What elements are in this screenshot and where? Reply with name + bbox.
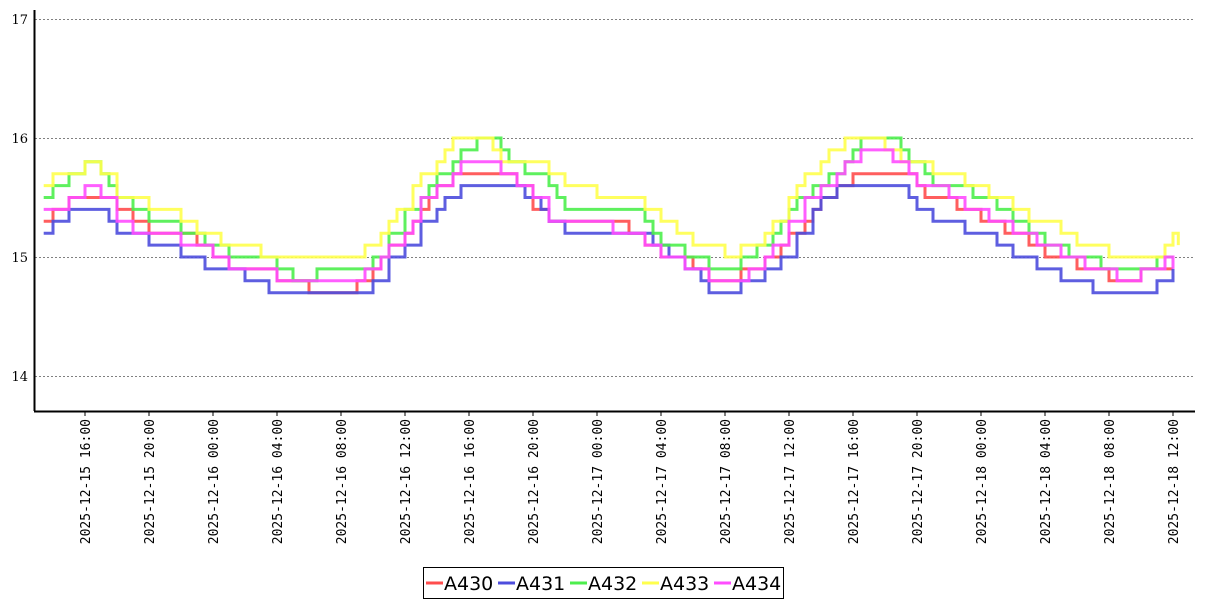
x-tick-label: 2025-12-15 16:00 bbox=[79, 419, 94, 544]
y-axis-ticks: 14 15 16 17 bbox=[11, 13, 28, 385]
x-tick-label: 2025-12-17 16:00 bbox=[847, 419, 862, 544]
x-tick-label: 2025-12-17 20:00 bbox=[911, 419, 926, 544]
legend-label-a432: A432 bbox=[588, 573, 637, 595]
series-line-a432 bbox=[43, 136, 1173, 283]
x-tick-label: 2025-12-18 00:00 bbox=[975, 419, 990, 544]
x-tick-label: 2025-12-17 08:00 bbox=[719, 419, 734, 544]
x-tick-label: 2025-12-16 20:00 bbox=[527, 419, 542, 544]
y-tick-label: 17 bbox=[11, 13, 28, 28]
series-line-a433 bbox=[43, 136, 1180, 259]
x-tick-label: 2025-12-15 20:00 bbox=[143, 419, 158, 544]
x-tick-label: 2025-12-18 08:00 bbox=[1103, 419, 1118, 544]
legend-label-a431: A431 bbox=[516, 573, 565, 595]
legend-label-a430: A430 bbox=[444, 573, 493, 595]
x-tick-label: 2025-12-17 12:00 bbox=[783, 419, 798, 544]
x-tick-label: 2025-12-16 08:00 bbox=[335, 419, 350, 544]
y-tick-label: 15 bbox=[11, 251, 28, 266]
x-tick-label: 2025-12-16 16:00 bbox=[463, 419, 478, 544]
series-line-a434 bbox=[43, 148, 1175, 283]
y-tick-label: 16 bbox=[11, 132, 28, 147]
x-axis-ticks: 2025-12-15 16:00 2025-12-15 20:00 2025-12-… bbox=[79, 411, 1182, 544]
legend: A430 A431 A432 A433 A434 bbox=[423, 567, 784, 599]
x-tick-label: 2025-12-18 04:00 bbox=[1039, 419, 1054, 544]
x-tick-label: 2025-12-16 12:00 bbox=[399, 419, 414, 544]
y-tick-label: 14 bbox=[11, 370, 28, 385]
legend-label-a434: A434 bbox=[732, 573, 781, 595]
x-tick-label: 2025-12-17 04:00 bbox=[655, 419, 670, 544]
legend-label-a433: A433 bbox=[660, 573, 709, 595]
x-tick-label: 2025-12-18 12:00 bbox=[1167, 419, 1182, 544]
series-lines bbox=[43, 136, 1180, 295]
x-tick-label: 2025-12-17 00:00 bbox=[591, 419, 606, 544]
axes bbox=[33, 10, 1195, 413]
series-line-a431 bbox=[43, 184, 1175, 295]
x-tick-label: 2025-12-16 04:00 bbox=[271, 419, 286, 544]
x-tick-label: 2025-12-16 00:00 bbox=[207, 419, 222, 544]
